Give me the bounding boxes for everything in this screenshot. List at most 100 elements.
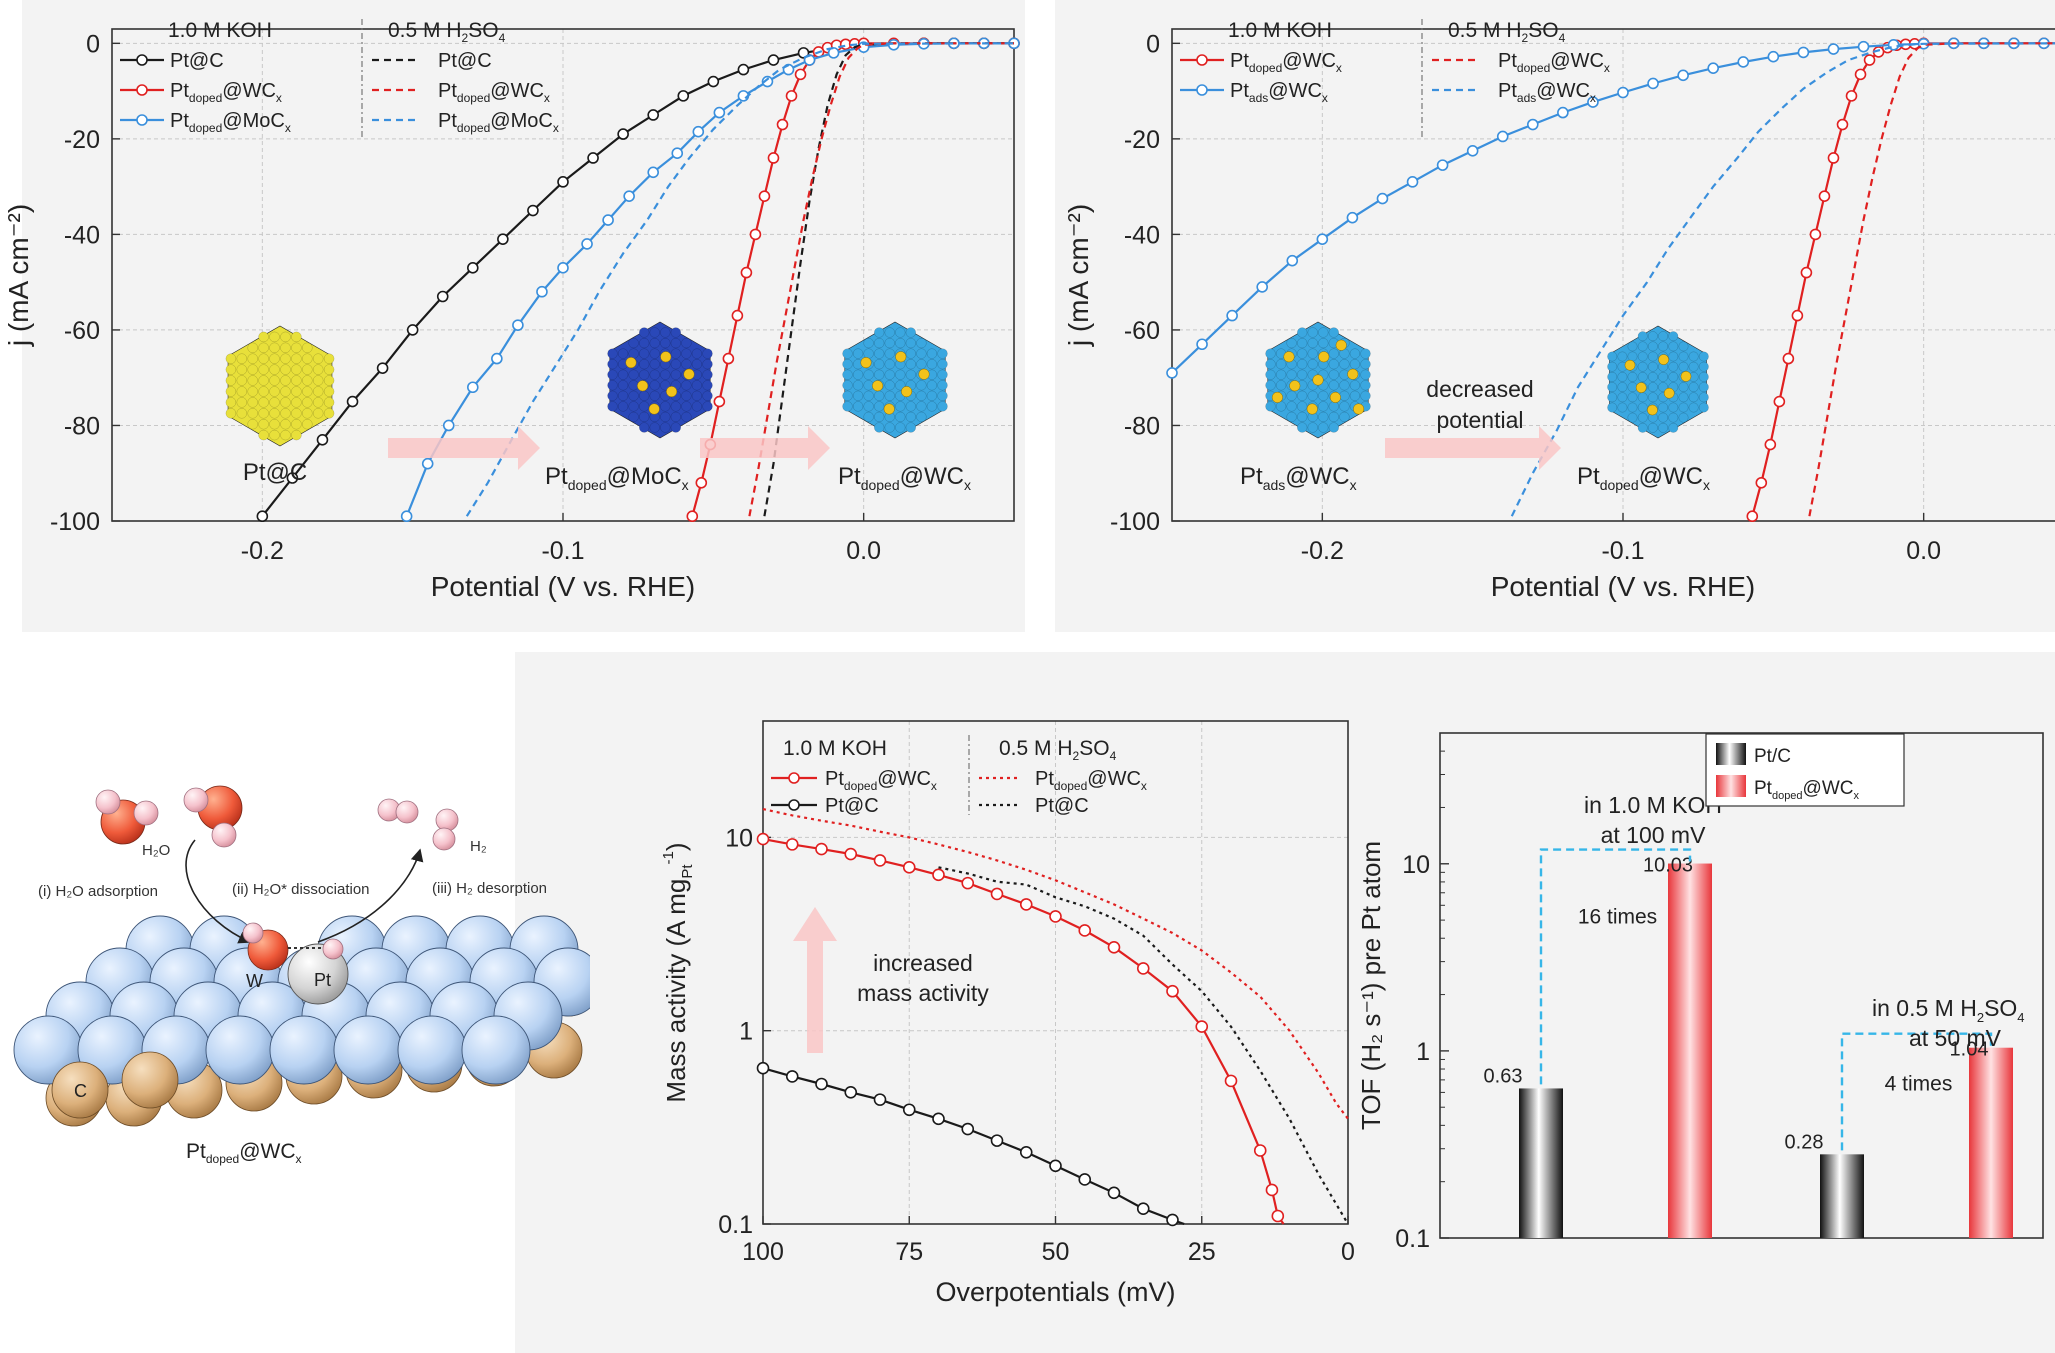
inset-label-pt-ads: Ptads@WCx	[1240, 463, 1357, 493]
y-axis-label: Mass activity (A mgPt-1)	[660, 842, 696, 1102]
annotation-potential: potential	[1437, 407, 1524, 433]
inset-label-pt-doped: Ptdoped@WCx	[1577, 463, 1710, 493]
data-point	[695, 476, 708, 489]
data-point	[713, 106, 726, 119]
ratio-bracket	[1840, 1032, 1993, 1151]
chart-panel-c: 100 75 50 25 0 0.1 1 10 Overpotentials (mV) Mass …	[660, 720, 1355, 1307]
legend-entry-label: Pt@C	[825, 795, 879, 817]
inset-label-pt-wc: Ptdoped@WCx	[838, 463, 971, 493]
x-tick-label: 100	[742, 1238, 784, 1266]
series-line-0	[261, 42, 1014, 517]
y-tick-label: -40	[1124, 221, 1160, 249]
data-point	[1617, 86, 1629, 99]
series-line-3	[1510, 42, 2055, 517]
data-point	[436, 290, 449, 303]
adsorbed-water	[242, 922, 344, 971]
pt-moc-nanoparticle	[607, 321, 713, 439]
y-tick-label: -60	[1124, 317, 1160, 345]
data-point	[557, 176, 569, 188]
data-point	[785, 838, 799, 851]
y-tick-label: -60	[64, 317, 100, 345]
data-point	[827, 47, 840, 59]
data-point	[902, 861, 916, 874]
y-tick-label: -40	[64, 221, 100, 249]
data-point	[961, 876, 975, 890]
data-point	[692, 125, 705, 138]
data-point	[1271, 1209, 1285, 1223]
series-line-1	[762, 1067, 1185, 1226]
atom-c-label: C	[74, 1081, 87, 1101]
data-point	[722, 352, 735, 365]
data-point	[602, 214, 614, 226]
data-point	[794, 68, 807, 81]
data-point	[797, 47, 810, 59]
x-axis-label: Overpotentials (mV)	[935, 1277, 1175, 1307]
data-point	[740, 266, 753, 279]
data-point	[815, 842, 828, 856]
chart-panel-d: 0.1 1 10 TOF (H₂ s⁻¹) pre Pt atom 0.63 10.03 1…	[1360, 732, 2044, 1253]
y-tick-label: 10	[1402, 851, 1430, 879]
data-point	[758, 190, 771, 202]
data-point	[1809, 228, 1822, 241]
legend-entry-label: Ptdoped@WCx	[438, 80, 550, 105]
series-line-2	[762, 808, 1349, 1120]
data-point	[785, 90, 798, 102]
data-point	[961, 1122, 975, 1136]
data-point	[1196, 338, 1208, 351]
tungsten-atom	[269, 1015, 339, 1085]
legend-entry-label: Ptdoped@WCx	[1498, 50, 1610, 75]
data-point	[1166, 984, 1179, 998]
bar-value-label: 0.63	[1484, 1065, 1523, 1087]
legend-marker	[1196, 84, 1208, 96]
legend-entry-label: Ptdoped@WCx	[1035, 768, 1147, 793]
data-point	[1827, 152, 1840, 164]
data-point	[1863, 54, 1876, 66]
data-point	[1557, 106, 1569, 119]
legend-header-koh: 1.0 M KOH	[168, 19, 272, 42]
data-point	[761, 75, 774, 88]
data-point	[1136, 1202, 1150, 1215]
ratio-label: 16 times	[1578, 906, 1657, 929]
x-tick-label: -0.1	[541, 537, 584, 565]
h2o-label: H₂O	[142, 842, 170, 859]
y-tick-label: -100	[50, 508, 100, 536]
data-point	[1782, 352, 1795, 365]
legend-marker	[136, 84, 148, 96]
data-point	[932, 1112, 945, 1126]
legend-swatch-pt-c	[1716, 743, 1746, 765]
data-point	[647, 166, 660, 179]
legend-marker	[136, 114, 148, 126]
y-tick-label: 1	[739, 1018, 753, 1046]
x-tick-label: -0.1	[1601, 537, 1644, 565]
data-point	[756, 832, 770, 846]
legend-label-pt-wc: Ptdoped@WCx	[1754, 778, 1860, 802]
transition-arrow-2	[700, 426, 830, 470]
data-point	[1707, 62, 1720, 74]
data-point	[1797, 46, 1810, 59]
water-molecule-2	[183, 785, 243, 848]
data-point	[442, 419, 455, 432]
y-tick-label: -20	[64, 126, 100, 154]
data-point	[932, 868, 945, 882]
y-tick-label: -20	[1124, 126, 1160, 154]
desorption-arrow	[317, 848, 424, 943]
legend-entry-label: Pt@C	[438, 50, 492, 72]
h2-molecule-2	[432, 808, 459, 851]
carbon-atom-front	[51, 1061, 109, 1119]
legend-header-h2so4: 0.5 M H2SO4	[1448, 19, 1566, 45]
increase-arrow	[793, 907, 837, 1053]
data-point	[1526, 118, 1539, 131]
bar-value-label: 0.28	[1785, 1131, 1824, 1153]
carbon-atom-front	[121, 1051, 179, 1109]
tungsten-atom	[461, 1015, 531, 1085]
y-tick-label: 0.1	[1395, 1225, 1430, 1253]
data-point	[256, 510, 269, 523]
data-point	[406, 324, 419, 336]
data-point	[1436, 159, 1449, 171]
data-point	[1836, 118, 1849, 131]
annotation-increased: increased	[873, 950, 973, 976]
legend-marker	[1196, 54, 1208, 66]
group-label-h2so4-potential: at 50 mV	[1909, 1025, 2002, 1051]
data-point	[286, 472, 299, 484]
inset-label-pt-moc: Ptdoped@MoCx	[545, 463, 689, 493]
